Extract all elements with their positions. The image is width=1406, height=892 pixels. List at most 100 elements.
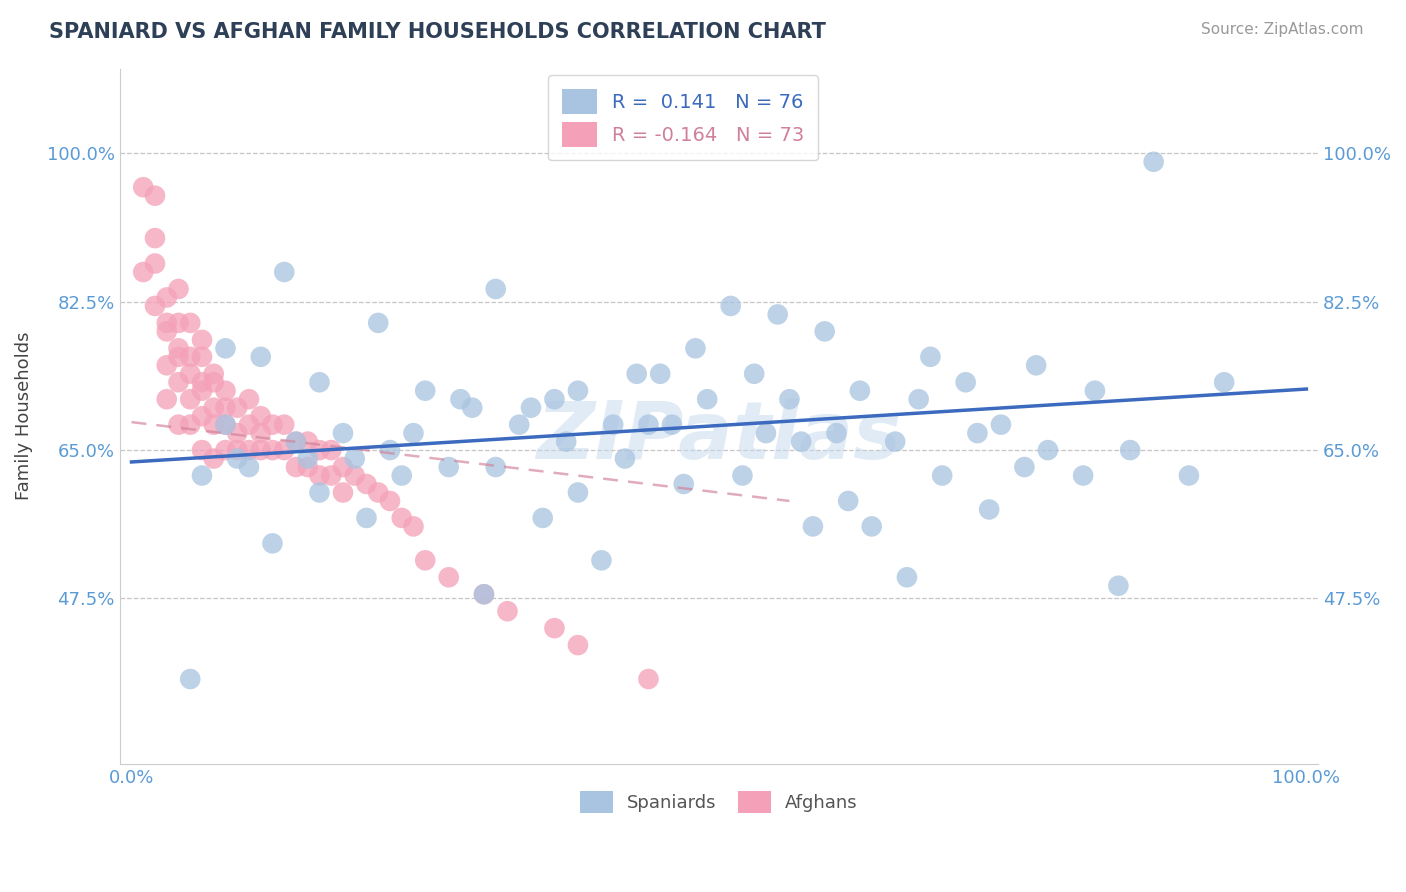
Point (202, 376, 225, 390)
Point (167, 376, 190, 390)
Point (685, 342, 707, 356)
Point (814, 325, 837, 339)
Point (143, 231, 166, 245)
Point (249, 409, 271, 424)
Point (226, 443, 249, 458)
Point (637, 672, 659, 686)
Point (308, 376, 330, 390)
Point (214, 401, 236, 415)
Point (214, 443, 236, 458)
Point (132, 180, 155, 194)
Point (1084, 384, 1107, 398)
Point (837, 494, 859, 508)
Point (920, 350, 942, 364)
Point (156, 392, 179, 407)
Text: Source: ZipAtlas.com: Source: ZipAtlas.com (1201, 22, 1364, 37)
Point (1014, 460, 1036, 475)
Point (332, 460, 354, 475)
Point (273, 417, 295, 432)
Point (567, 638, 589, 652)
Point (226, 451, 249, 466)
Point (226, 426, 249, 441)
Point (496, 604, 519, 618)
Point (437, 460, 460, 475)
Point (461, 401, 484, 415)
Point (179, 392, 201, 407)
Point (450, 392, 472, 407)
Point (214, 342, 236, 356)
Point (179, 367, 201, 381)
Point (262, 536, 284, 550)
Point (285, 434, 308, 449)
Point (543, 621, 565, 635)
Point (437, 570, 460, 584)
Point (191, 350, 214, 364)
Point (731, 468, 754, 483)
Point (156, 325, 179, 339)
Point (1071, 468, 1094, 483)
Point (602, 417, 624, 432)
Point (167, 316, 190, 330)
Point (378, 443, 401, 458)
Point (308, 443, 330, 458)
Point (472, 587, 495, 601)
Point (1107, 579, 1129, 593)
Point (520, 401, 543, 415)
Point (696, 392, 718, 407)
Point (249, 443, 271, 458)
Point (778, 392, 800, 407)
Point (179, 316, 201, 330)
Point (321, 468, 343, 483)
Point (191, 468, 214, 483)
Point (143, 256, 166, 270)
Point (191, 443, 214, 458)
Point (297, 434, 319, 449)
Point (238, 460, 260, 475)
Point (613, 451, 636, 466)
Point (801, 519, 824, 533)
Point (356, 511, 378, 525)
Point (226, 401, 249, 415)
Point (332, 426, 354, 441)
Point (766, 307, 789, 321)
Y-axis label: Family Households: Family Households (15, 332, 32, 500)
Point (285, 460, 308, 475)
Text: SPANIARD VS AFGHAN FAMILY HOUSEHOLDS CORRELATION CHART: SPANIARD VS AFGHAN FAMILY HOUSEHOLDS COR… (49, 22, 827, 42)
Point (391, 511, 413, 525)
Point (367, 485, 389, 500)
Point (262, 417, 284, 432)
Point (156, 316, 179, 330)
Point (1178, 468, 1201, 483)
Point (931, 468, 953, 483)
Point (167, 342, 190, 356)
Point (167, 282, 190, 296)
Point (273, 265, 295, 279)
Point (156, 290, 179, 304)
Point (156, 359, 179, 373)
Point (637, 417, 659, 432)
Point (191, 376, 214, 390)
Point (896, 570, 918, 584)
Point (1143, 154, 1166, 169)
Point (626, 367, 648, 381)
Point (1025, 359, 1047, 373)
Point (191, 384, 214, 398)
Point (591, 553, 613, 567)
Point (742, 367, 765, 381)
Point (214, 384, 236, 398)
Point (391, 468, 413, 483)
Point (790, 434, 813, 449)
Point (567, 384, 589, 398)
Point (543, 392, 565, 407)
Point (238, 443, 260, 458)
Point (555, 434, 578, 449)
Point (661, 417, 683, 432)
Point (378, 494, 401, 508)
Point (202, 417, 225, 432)
Point (1119, 443, 1142, 458)
Point (402, 426, 425, 441)
Point (249, 350, 271, 364)
Point (262, 443, 284, 458)
Point (321, 443, 343, 458)
Point (567, 485, 589, 500)
